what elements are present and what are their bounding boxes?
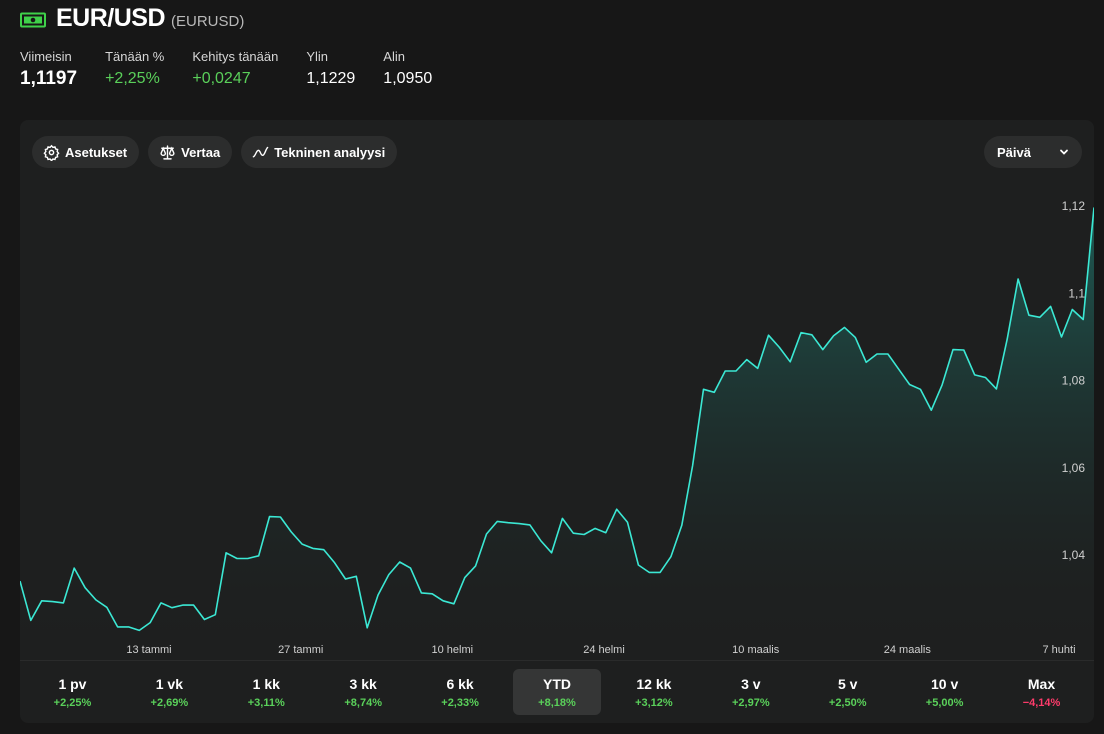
gear-icon: [43, 144, 60, 161]
x-tick-label: 24 maalis: [884, 644, 932, 656]
period-option[interactable]: Max −4,14%: [997, 669, 1086, 715]
x-tick-label: 27 tammi: [278, 644, 323, 656]
period-change: +3,11%: [247, 696, 285, 709]
settings-button[interactable]: Asetukset: [32, 136, 140, 168]
stat-label: Alin: [383, 49, 405, 64]
period-label: 5 v: [837, 675, 858, 692]
period-change: +2,50%: [828, 696, 867, 709]
period-option[interactable]: 1 pv +2,25%: [28, 669, 117, 715]
ticker-symbol: (EURUSD): [171, 13, 245, 30]
y-tick-label: 1,06: [1062, 461, 1086, 475]
period-selector: 1 pv +2,25% 1 vk +2,69% 1 kk +3,11% 3 kk +8,74%…: [20, 660, 1094, 723]
period-change: +2,97%: [731, 696, 770, 709]
y-tick-label: 1,08: [1062, 374, 1086, 388]
period-option[interactable]: 1 kk +3,11%: [222, 669, 311, 715]
period-label: YTD: [542, 675, 571, 692]
period-option[interactable]: 3 v +2,97%: [706, 669, 795, 715]
stat-label: Viimeisin: [20, 49, 72, 64]
period-change: −4,14%: [1022, 696, 1061, 709]
period-change: +2,33%: [441, 696, 479, 709]
period-label: 1 kk: [252, 675, 280, 692]
y-tick-label: 1,1: [1068, 286, 1085, 300]
chevron-down-icon: [1060, 149, 1068, 155]
period-label: Max: [1027, 675, 1056, 692]
x-tick-label: 10 maalis: [732, 644, 780, 656]
price-chart[interactable]: 1,12 1,1 1,08 1,06 1,04 13 tammi 27 tammi 10 h…: [20, 120, 1094, 660]
x-tick-label: 24 helmi: [583, 644, 625, 656]
period-option[interactable]: 1 vk +2,69%: [125, 669, 214, 715]
period-label: 1 vk: [155, 675, 183, 692]
period-label: 10 v: [930, 675, 959, 692]
y-tick-label: 1,04: [1062, 548, 1086, 562]
stat-value: 1,0950: [383, 70, 433, 87]
period-option[interactable]: 3 kk +8,74%: [319, 669, 408, 715]
period-change: +2,25%: [53, 696, 92, 709]
period-option[interactable]: YTD +8,18%: [512, 669, 602, 715]
instrument-header: EUR/USD (EURUSD): [20, 4, 244, 33]
period-label: 1 pv: [58, 675, 87, 692]
period-change: +5,00%: [925, 696, 964, 709]
chart-card: 1,12 1,1 1,08 1,06 1,04 13 tammi 27 tammi 10 h…: [20, 120, 1094, 723]
scale-icon: [160, 144, 175, 160]
stat-last: Viimeisin 1,1197: [20, 49, 77, 90]
stat-value: 1,1197: [20, 68, 78, 89]
stat-value: +2,25%: [105, 70, 160, 87]
interval-select[interactable]: Päivä: [984, 136, 1082, 168]
y-tick-label: 1,12: [1062, 199, 1086, 213]
period-change: +2,69%: [150, 696, 189, 709]
stat-label: Kehitys tänään: [192, 49, 279, 64]
compare-button[interactable]: Vertaa: [148, 136, 233, 168]
period-change: +8,74%: [344, 696, 382, 709]
stat-high: Ylin 1,1229: [306, 49, 355, 90]
period-change: +8,18%: [538, 696, 576, 709]
technical-analysis-button[interactable]: Tekninen analyysi: [241, 136, 398, 168]
stat-value: +0,0247: [192, 70, 251, 87]
price-area: [20, 207, 1094, 660]
period-label: 3 kk: [349, 675, 377, 692]
technical-analysis-label: Tekninen analyysi: [274, 144, 386, 160]
stat-low: Alin 1,0950: [383, 49, 432, 90]
x-tick-label: 7 huhti: [1042, 644, 1075, 656]
settings-label: Asetukset: [65, 144, 128, 160]
period-label: 6 kk: [446, 675, 474, 692]
stat-today-change: Kehitys tänään +0,0247: [192, 49, 278, 90]
trend-line-icon: [252, 146, 269, 157]
period-option[interactable]: 6 kk +2,33%: [416, 669, 505, 715]
stat-label: Tänään %: [105, 49, 165, 64]
stat-value: 1,1229: [306, 70, 356, 87]
period-option[interactable]: 5 v +2,50%: [803, 669, 892, 715]
cash-icon: [20, 12, 46, 27]
period-option[interactable]: 12 kk +3,12%: [609, 669, 698, 715]
stat-today-percent: Tänään % +2,25%: [105, 49, 164, 90]
chart-toolbar: Asetukset Vertaa Tekninen analyysi: [32, 136, 398, 168]
period-label: 12 kk: [636, 675, 672, 692]
period-change: +3,12%: [635, 696, 673, 709]
price-line: [20, 207, 1094, 632]
pair-name: EUR/USD: [56, 4, 166, 32]
quote-stats: Viimeisin 1,1197 Tänään % +2,25% Kehitys…: [20, 49, 460, 90]
x-tick-label: 10 helmi: [432, 644, 474, 656]
compare-label: Vertaa: [181, 144, 221, 160]
period-label: 3 v: [741, 675, 761, 692]
stat-label: Ylin: [306, 49, 329, 64]
interval-value: Päivä: [997, 144, 1031, 160]
period-option[interactable]: 10 v +5,00%: [900, 669, 989, 715]
x-tick-label: 13 tammi: [126, 644, 171, 656]
